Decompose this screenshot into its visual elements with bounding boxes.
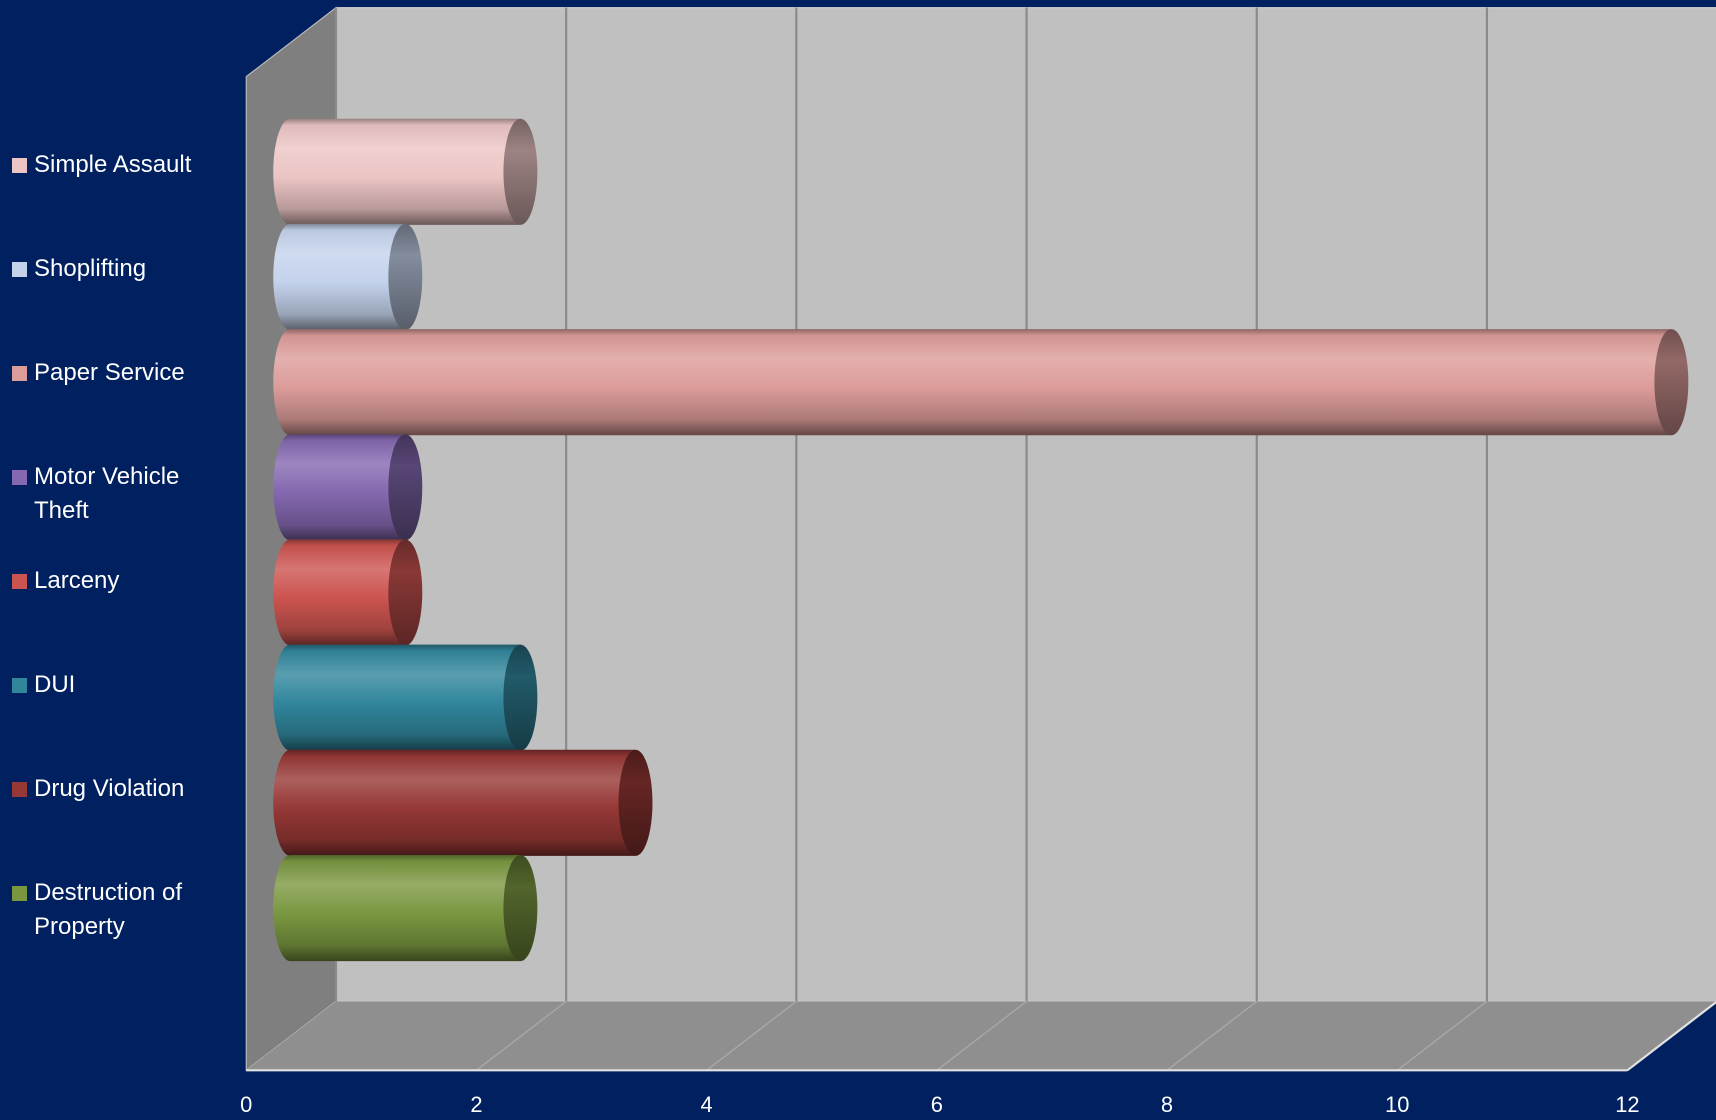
bar-body [273, 644, 521, 751]
legend-swatch-motor-vehicle-theft [12, 470, 27, 485]
legend-label-destruction-of-property: Destruction of Property [34, 879, 183, 940]
bar-end-cap [503, 854, 538, 962]
bar-body [273, 223, 406, 331]
bar-body [273, 329, 1672, 436]
legend-swatch-paper-service [12, 366, 27, 381]
legend-swatch-drug-violation [12, 782, 27, 797]
bar-motor-vehicle-theft [273, 434, 423, 541]
bar-end-cap [503, 644, 538, 751]
bar-body [273, 749, 636, 856]
legend-swatch-simple-assault [12, 158, 27, 173]
legend-item-drug-violation: Drug Violation [0, 772, 230, 876]
legend-item-destruction-of-property: Destruction of Property [0, 876, 230, 980]
legend-item-motor-vehicle-theft: Motor Vehicle Theft [0, 460, 230, 564]
legend-label-drug-violation: Drug Violation [34, 775, 185, 802]
legend-swatch-shoplifting [12, 262, 27, 277]
legend-item-shoplifting: Shoplifting [0, 252, 230, 356]
bar-larceny [273, 539, 423, 646]
bar-body [273, 118, 521, 225]
legend-item-dui: DUI [0, 668, 230, 772]
bar-paper-service [273, 329, 1689, 436]
legend-swatch-dui [12, 678, 27, 693]
x-tick-label: 2 [470, 1092, 482, 1117]
bars [273, 118, 1689, 962]
floor-right-edge [1626, 1000, 1716, 1072]
bar-body [273, 854, 521, 962]
legend-swatch-larceny [12, 574, 27, 589]
x-tick-label: 12 [1615, 1092, 1639, 1117]
bar-body [273, 434, 406, 541]
legend-label-dui: DUI [34, 671, 76, 698]
floor-gridline [1396, 1000, 1488, 1071]
floor-gridline [706, 1000, 797, 1071]
x-tick-label: 4 [701, 1092, 713, 1117]
x-tick-label: 6 [931, 1092, 943, 1117]
floor-gridline [936, 1000, 1027, 1071]
bar-end-cap [388, 223, 423, 331]
bar-destruction-of-property [273, 854, 538, 962]
x-tick-label: 10 [1385, 1092, 1409, 1117]
bar-body [273, 539, 406, 646]
bar-end-cap [388, 539, 423, 646]
bar-drug-violation [273, 749, 653, 856]
legend-item-simple-assault: Simple Assault [0, 148, 230, 252]
bar-simple-assault [273, 118, 538, 225]
bar-end-cap [618, 749, 653, 856]
legend-label-paper-service: Paper Service [34, 359, 185, 386]
legend-label-larceny: Larceny [34, 567, 120, 594]
legend-swatch-destruction-of-property [12, 886, 27, 901]
bar-end-cap [1654, 329, 1689, 436]
legend-label-simple-assault: Simple Assault [34, 151, 192, 178]
legend-label-motor-vehicle-theft: Motor Vehicle Theft [34, 463, 180, 524]
legend-item-larceny: Larceny [0, 564, 230, 668]
bar-end-cap [388, 434, 423, 541]
x-axis-tick-labels: 0 2 4 6 8 10 12 [240, 1092, 1639, 1117]
floor-gridline [476, 1000, 567, 1071]
x-tick-label: 8 [1161, 1092, 1173, 1117]
floor-gridline [1166, 1000, 1258, 1071]
chart-legend: Simple Assault Shoplifting Paper Service… [0, 148, 230, 980]
x-tick-label: 0 [240, 1092, 252, 1117]
legend-label-shoplifting: Shoplifting [34, 255, 147, 282]
bar-shoplifting [273, 223, 423, 331]
bar-dui [273, 644, 538, 751]
legend-item-paper-service: Paper Service [0, 356, 230, 460]
bar-end-cap [503, 118, 538, 225]
